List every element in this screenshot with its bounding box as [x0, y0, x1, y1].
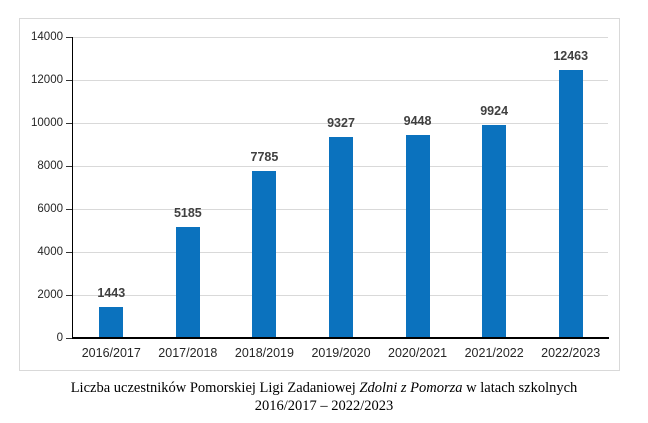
x-axis-tick-label: 2019/2020	[311, 346, 371, 360]
caption-line-2: 2016/2017 – 2022/2023	[254, 398, 394, 414]
y-axis-tick-label: 14000	[31, 31, 63, 43]
x-axis-tick-label: 2018/2019	[234, 346, 294, 360]
x-axis-tick-label: 2022/2023	[541, 346, 601, 360]
y-axis-tick-label: 12000	[31, 74, 63, 86]
caption-line-1: Liczba uczestników Pomorskiej Ligi Zadan…	[0, 379, 648, 397]
x-axis-tick-label: 2021/2022	[464, 346, 524, 360]
bar-data-label: 1443	[97, 285, 126, 300]
y-tick-mark	[66, 337, 72, 339]
gridline	[72, 79, 608, 81]
y-tick-mark	[66, 79, 72, 81]
caption-text-suffix: w latach szkolnych	[462, 380, 578, 396]
y-axis-line	[71, 37, 73, 339]
x-axis-tick-label: 2017/2018	[158, 346, 218, 360]
y-axis-tick-label: 2000	[37, 289, 63, 301]
bar-data-label: 12463	[553, 49, 589, 64]
y-axis-tick-label: 10000	[31, 117, 63, 129]
y-axis-tick-label: 4000	[37, 246, 63, 258]
bar	[175, 226, 200, 338]
bar	[482, 124, 507, 338]
bar	[329, 137, 353, 338]
y-tick-mark	[66, 36, 72, 38]
bar	[99, 306, 124, 338]
y-tick-mark	[66, 165, 72, 167]
bar-data-label: 9924	[480, 103, 509, 118]
gridline	[72, 122, 608, 124]
y-tick-mark	[66, 294, 72, 296]
x-axis-tick-label: 2020/2021	[388, 346, 448, 360]
y-axis-tick-label: 8000	[37, 160, 63, 172]
y-tick-mark	[66, 251, 72, 253]
gridline	[72, 36, 608, 38]
caption-text-prefix: Liczba uczestników Pomorskiej Ligi Zadan…	[70, 380, 360, 396]
bar-data-label: 7785	[250, 149, 279, 164]
bar-data-label: 5185	[173, 205, 202, 220]
bar-data-label: 9448	[403, 113, 432, 128]
y-axis-tick-label: 6000	[37, 203, 63, 215]
caption: Liczba uczestników Pomorskiej Ligi Zadan…	[0, 379, 648, 415]
x-axis-line	[71, 337, 609, 339]
y-tick-mark	[66, 208, 72, 210]
x-axis-tick-label: 2016/2017	[81, 346, 141, 360]
y-axis-tick-label: 0	[56, 332, 63, 344]
bar	[252, 170, 277, 338]
bar	[558, 70, 583, 338]
bar-data-label: 9327	[327, 116, 355, 131]
y-tick-mark	[66, 122, 72, 124]
caption-italic-title: Zdolni z Pomorza	[359, 380, 463, 396]
bar	[405, 134, 430, 338]
